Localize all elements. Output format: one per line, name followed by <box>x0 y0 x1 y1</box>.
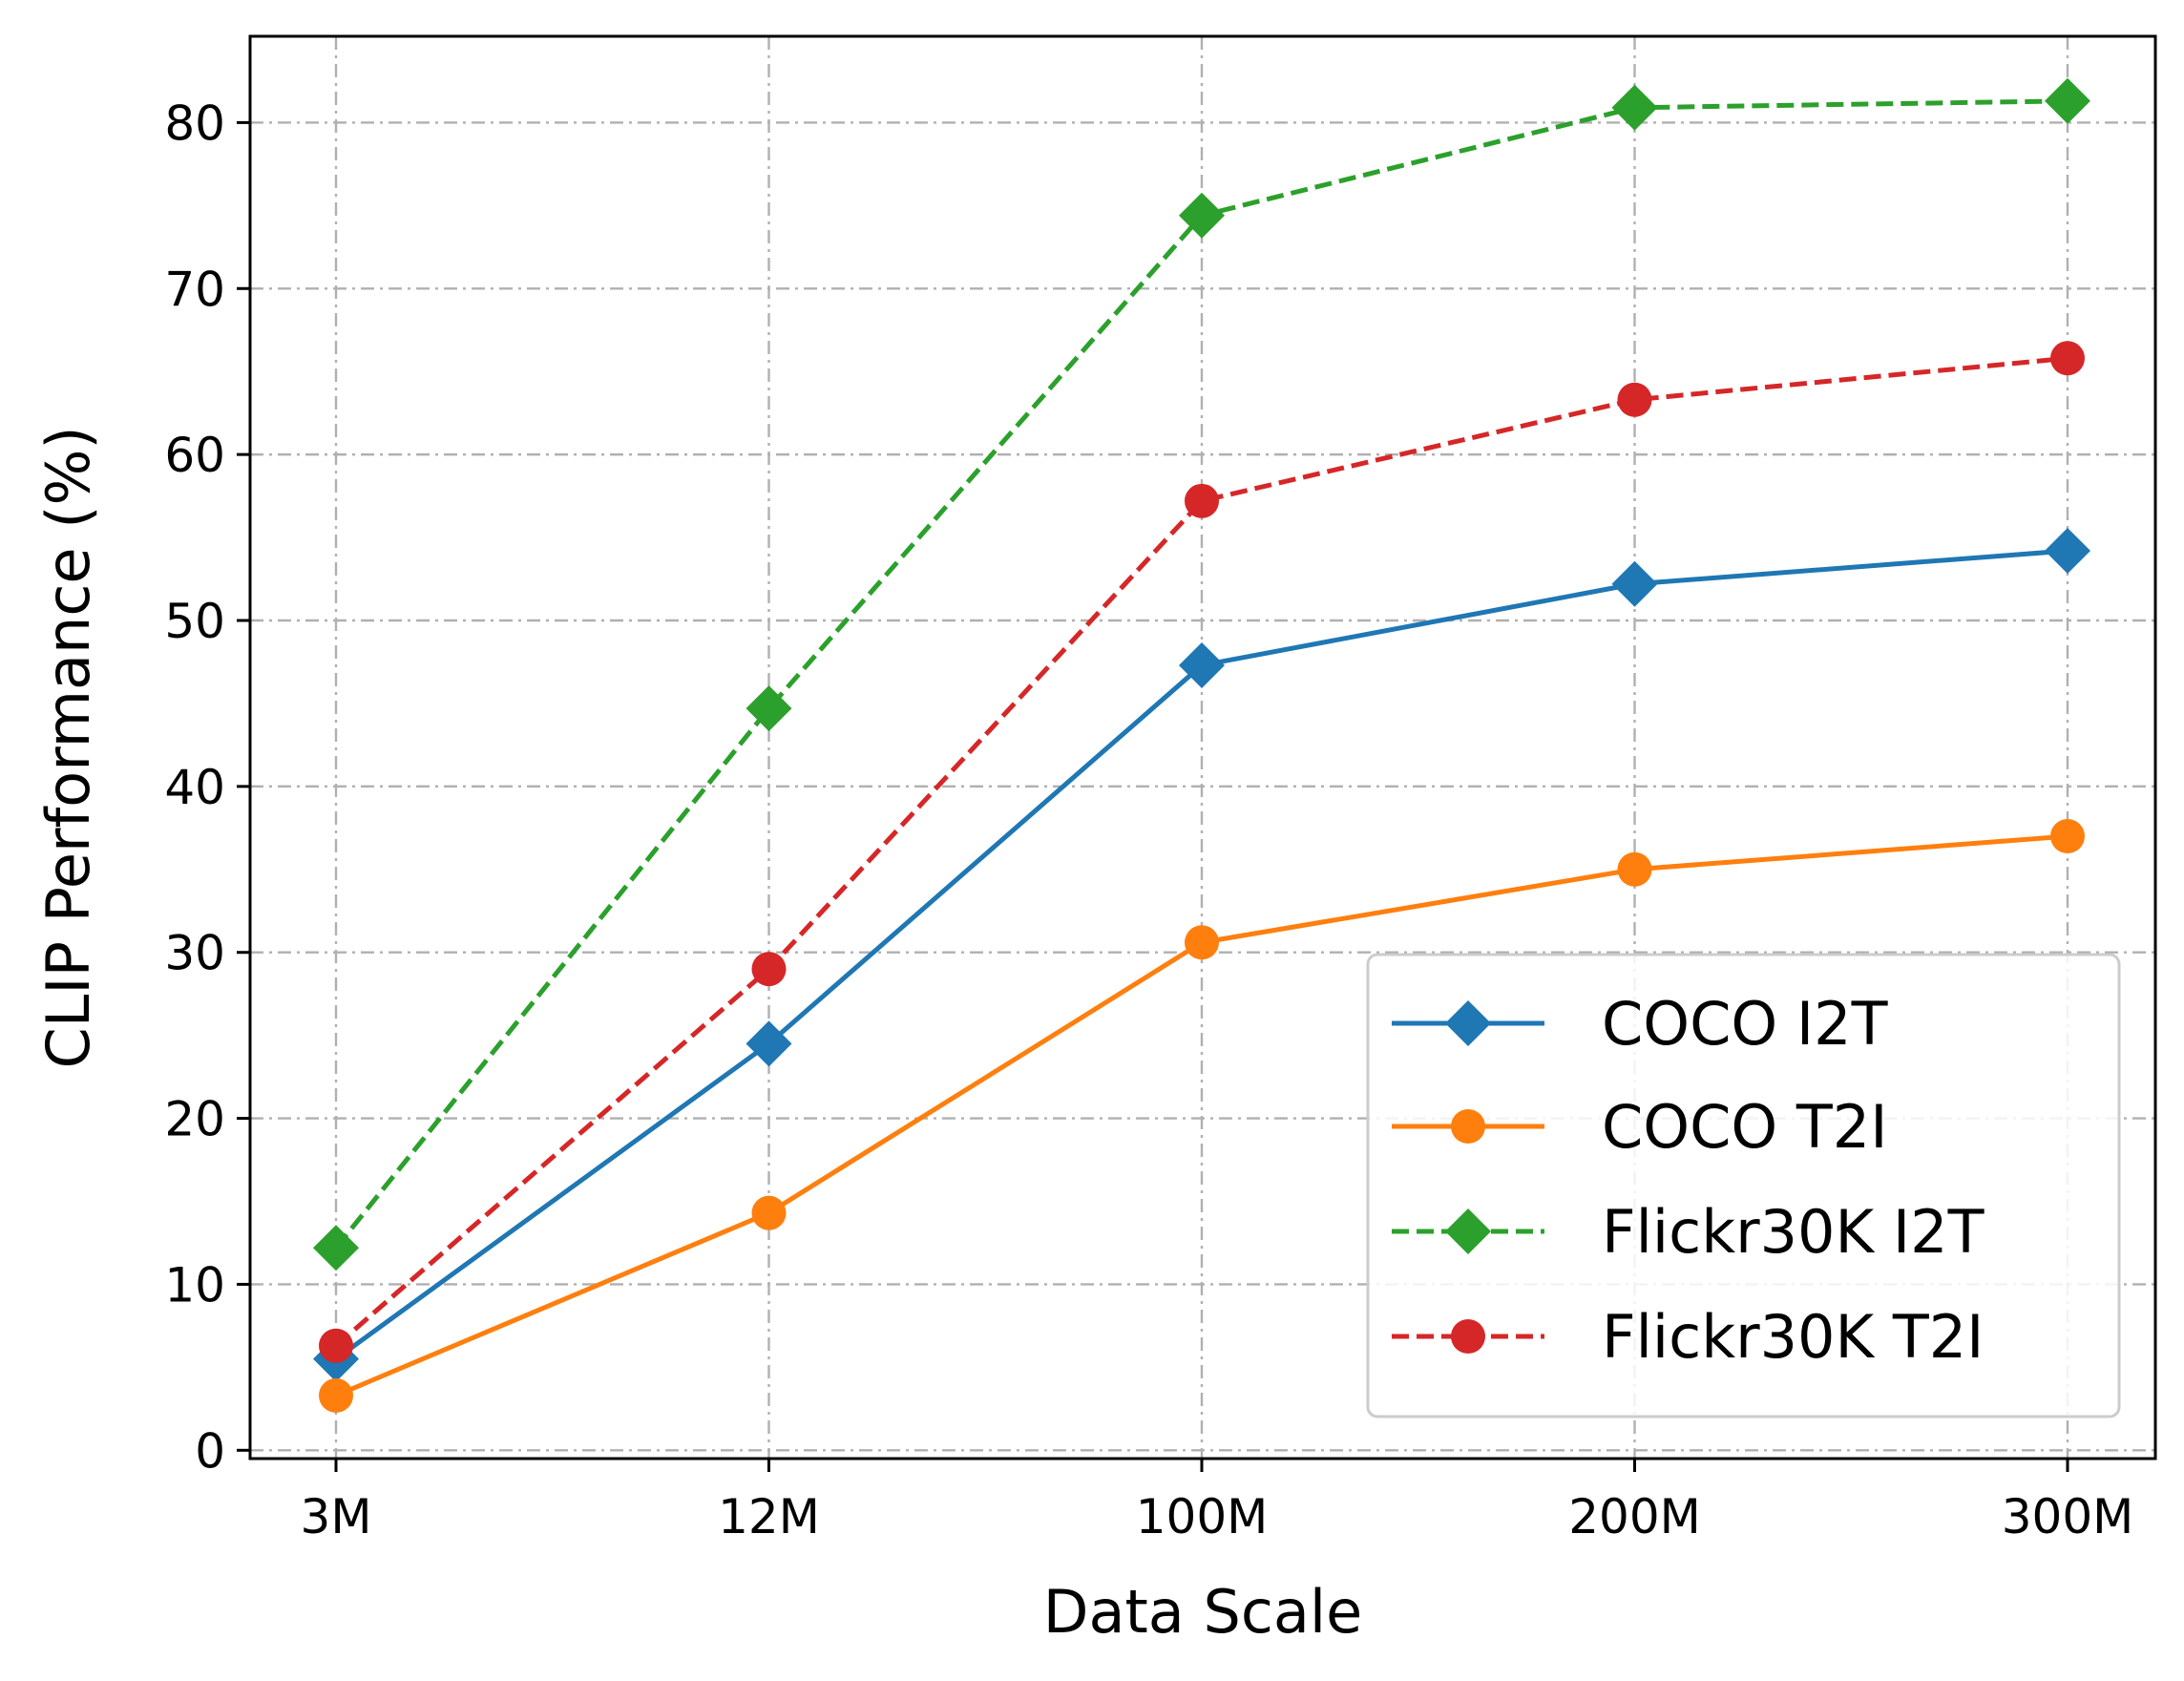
x-tick-label: 12M <box>718 1489 820 1544</box>
data-point-coco-i2t <box>1179 641 1225 688</box>
x-tick-label: 200M <box>1568 1489 1701 1544</box>
y-axis-ticks: 0 10 20 30 40 50 60 70 80 <box>164 95 250 1479</box>
data-point-flickr30k-i2t <box>313 1225 359 1271</box>
data-point-flickr30k-t2i <box>2050 341 2085 376</box>
legend-box <box>1366 953 2121 1418</box>
x-tick-label: 300M <box>2002 1489 2134 1544</box>
data-point-flickr30k-i2t <box>746 685 792 732</box>
y-tick-label: 40 <box>164 760 225 815</box>
legend-swatch-marker <box>1451 1319 1485 1354</box>
series-lines <box>313 77 2090 1413</box>
series-flickr30k-t2i <box>319 341 2085 1363</box>
y-tick-label: 30 <box>164 926 225 981</box>
legend-label: Flickr30K T2I <box>1602 1302 1984 1372</box>
x-axis-title: Data Scale <box>1043 1577 1363 1647</box>
data-point-coco-t2i <box>1185 925 1219 960</box>
data-point-flickr30k-i2t <box>2045 77 2090 124</box>
y-tick-label: 80 <box>164 95 225 151</box>
legend-swatch-marker <box>1451 1109 1485 1144</box>
data-point-coco-t2i <box>2050 819 2085 854</box>
data-point-coco-i2t <box>746 1020 792 1067</box>
legend-swatch-marker <box>1445 1208 1491 1254</box>
legend-entries: COCO I2T COCO T2I Flickr30K I2T Flickr30K T… <box>1392 989 1985 1372</box>
data-point-coco-i2t <box>1611 560 1658 607</box>
data-point-coco-t2i <box>1617 851 1652 887</box>
legend: COCO I2T COCO T2I Flickr30K I2T Flickr30K T… <box>1366 953 2121 1418</box>
y-tick-label: 60 <box>164 428 225 483</box>
x-tick-label: 100M <box>1136 1489 1269 1544</box>
series-coco-t2i <box>319 819 2085 1413</box>
y-tick-label: 50 <box>164 594 225 649</box>
data-point-coco-t2i <box>751 1195 787 1230</box>
data-point-coco-i2t <box>2045 527 2090 574</box>
y-tick-label: 10 <box>164 1257 225 1313</box>
legend-label: COCO T2I <box>1602 1092 1888 1162</box>
legend-label: COCO I2T <box>1602 989 1889 1059</box>
legend-label: Flickr30K I2T <box>1602 1197 1985 1267</box>
legend-item-flickr30k-i2t: Flickr30K I2T <box>1392 1197 1985 1267</box>
x-tick-label: 3M <box>301 1489 372 1544</box>
data-point-flickr30k-i2t <box>1611 84 1658 131</box>
data-point-flickr30k-t2i <box>1185 483 1219 518</box>
y-tick-label: 0 <box>195 1423 225 1479</box>
legend-item-flickr30k-t2i: Flickr30K T2I <box>1392 1302 1984 1372</box>
legend-item-coco-i2t: COCO I2T <box>1392 989 1889 1059</box>
y-tick-label: 70 <box>164 262 225 317</box>
series-flickr30k-i2t <box>313 77 2090 1271</box>
legend-item-coco-t2i: COCO T2I <box>1392 1092 1888 1162</box>
data-point-flickr30k-t2i <box>1617 382 1652 417</box>
data-point-flickr30k-t2i <box>319 1328 353 1363</box>
legend-swatch-marker <box>1445 1000 1491 1046</box>
y-tick-label: 20 <box>164 1092 225 1147</box>
y-axis-title: CLIP Performance (%) <box>33 426 103 1068</box>
x-axis-ticks: 3M 12M 100M 200M 300M <box>301 1459 2134 1544</box>
series-line-flickr30k-t2i <box>334 355 2068 1348</box>
data-point-flickr30k-t2i <box>751 952 787 987</box>
data-point-flickr30k-i2t <box>1179 192 1225 239</box>
data-point-coco-t2i <box>319 1377 353 1413</box>
